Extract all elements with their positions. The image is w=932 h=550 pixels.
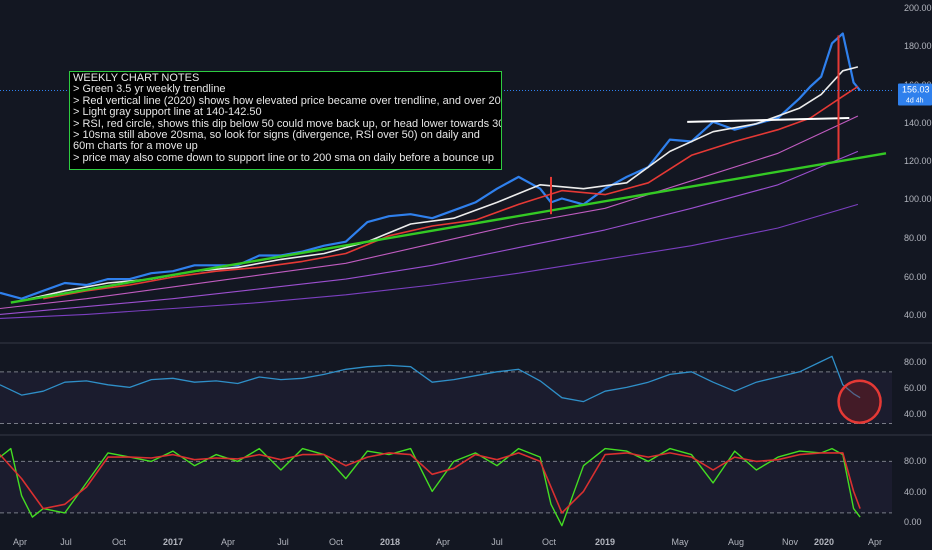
x-tick-label: Oct [112,537,127,547]
x-tick-label: Apr [868,537,882,547]
sma50-line [0,115,859,310]
chart-notes-box[interactable]: WEEKLY CHART NOTES > Green 3.5 yr weekly… [69,71,502,170]
y-tick-label: 40.00 [904,409,927,419]
x-tick-label: Aug [728,537,744,547]
sma20-line [43,85,859,300]
rsi-line [0,355,861,403]
band-fill [0,371,892,424]
x-tick-label: Jul [60,537,72,547]
price-badge-countdown: 4d 4h [906,97,924,104]
sma200-line [0,203,859,319]
x-tick-label: Jul [491,537,503,547]
y-tick-label: 200.00 [904,3,932,13]
x-tick-label: May [671,537,689,547]
sma100-line [0,150,859,315]
x-tick-label: 2018 [380,537,400,547]
y-tick-label: 0.00 [904,517,922,527]
stoch_k-line [0,447,861,527]
rsi-red-circle [837,379,882,424]
stoch_d-line [0,452,861,514]
y-tick-label: 140.00 [904,118,932,128]
x-tick-label: Apr [221,537,235,547]
y-tick-label: 80.00 [904,357,927,367]
x-tick-label: Oct [542,537,557,547]
notes-title: WEEKLY CHART NOTES [73,72,200,84]
note-line: > Green 3.5 yr weekly trendline [73,83,226,96]
x-tick-label: 2017 [163,537,183,547]
x-tick-label: Oct [329,537,344,547]
x-tick-label: Apr [13,537,27,547]
x-tick-label: 2019 [595,537,615,547]
y-tick-label: 80.00 [904,456,927,466]
x-tick-label: Nov [782,537,799,547]
x-tick-label: Jul [277,537,289,547]
note-line: > Light gray support line at 140-142.50 [73,106,262,119]
note-line: > Red vertical line (2020) shows how ele… [73,94,502,107]
y-tick-label: 80.00 [904,233,927,243]
y-tick-label: 60.00 [904,383,927,393]
note-line: > 10sma still above 20sma, so look for s… [73,129,480,153]
note-line: > price may also come down to support li… [73,151,494,164]
trendline-line [10,152,887,304]
note-line: > RSI, red circle, shows this dip below … [73,117,502,130]
y-tick-label: 40.00 [904,310,927,320]
support-line [687,117,850,123]
y-tick-label: 120.00 [904,156,932,166]
price-badge [898,83,932,106]
y-tick-label: 180.00 [904,41,932,51]
x-tick-label: 2020 [814,537,834,547]
x-tick-label: Apr [436,537,450,547]
y-tick-label: 40.00 [904,487,927,497]
y-tick-label: 60.00 [904,272,927,282]
price-badge-value: 156.03 [902,84,930,94]
y-tick-label: 100.00 [904,194,932,204]
